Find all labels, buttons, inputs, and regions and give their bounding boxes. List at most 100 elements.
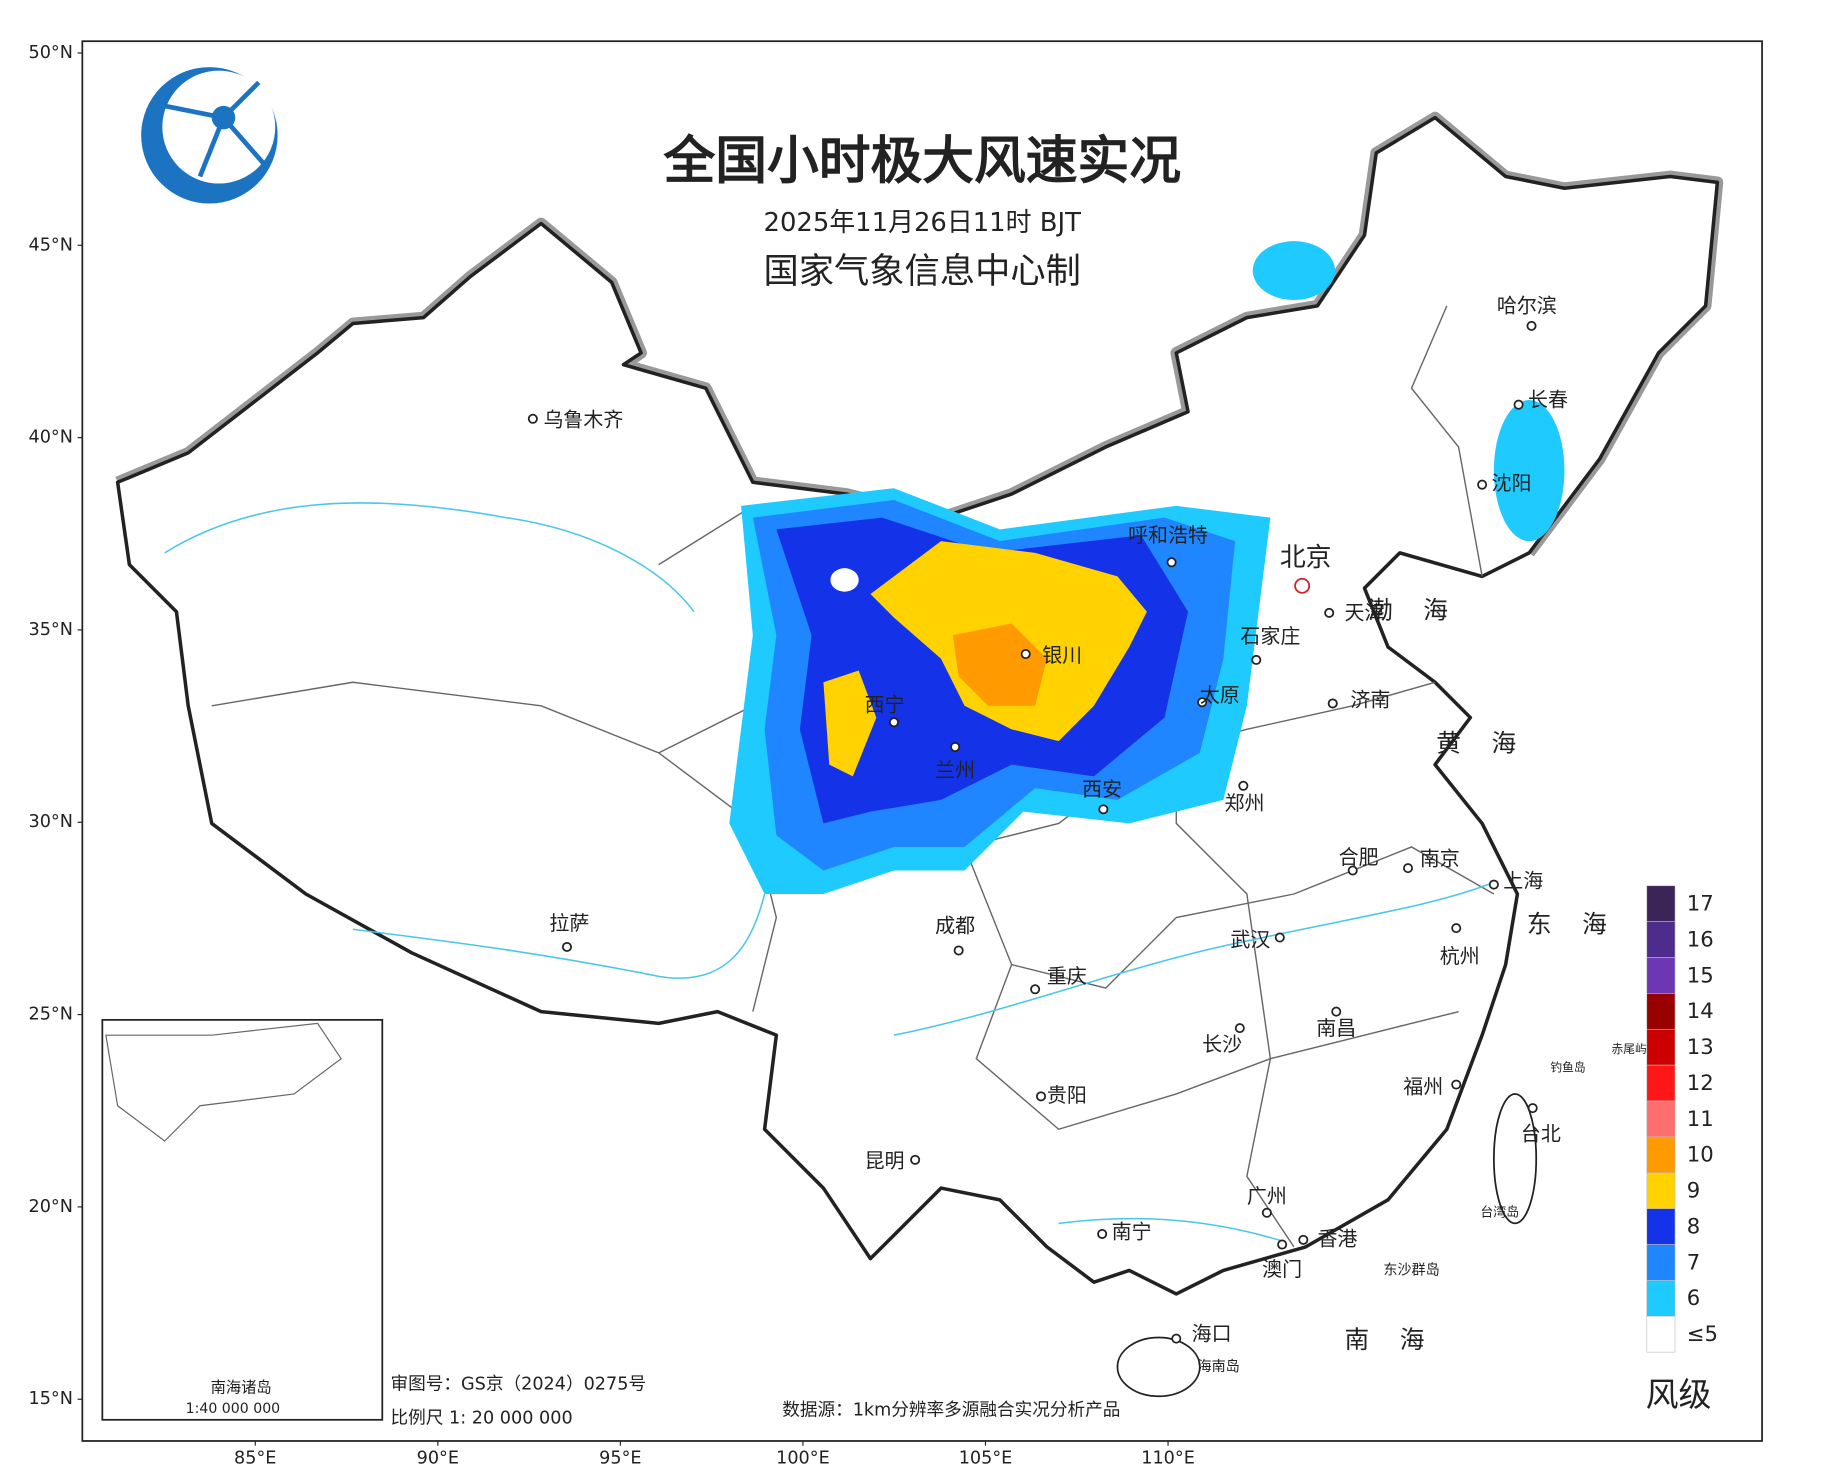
- city-dot: [1527, 1103, 1538, 1114]
- city-dot: [1477, 479, 1488, 490]
- title: 全国小时极大风速实况: [662, 132, 1181, 192]
- city-dot: [910, 1154, 921, 1165]
- city-dot: [1324, 607, 1335, 618]
- lat-label: 45°N: [28, 235, 72, 255]
- lon-label: 95°E: [599, 1449, 641, 1469]
- city-label: 武汉: [1230, 928, 1270, 952]
- city-dot: [1036, 1091, 1047, 1102]
- approval-note: 审图号：GS京（2024）0275号: [391, 1374, 647, 1395]
- source-note: 数据源：1km分辨率多源融合实况分析产品: [782, 1399, 1120, 1420]
- producer: 国家气象信息中心制: [764, 251, 1081, 292]
- city-dot: [1403, 863, 1414, 874]
- scale-note: 比例尺 1: 20 000 000: [391, 1408, 573, 1429]
- legend-swatch: [1646, 1208, 1676, 1245]
- legend-label: 16: [1687, 926, 1714, 951]
- city-label: 台北: [1521, 1122, 1561, 1146]
- legend-swatch: [1646, 1136, 1676, 1174]
- legend-swatch: [1646, 1280, 1676, 1317]
- city-label: 郑州: [1225, 791, 1265, 815]
- city-dot: [1451, 923, 1462, 934]
- legend-label: ≤5: [1687, 1321, 1718, 1346]
- island-label: 赤尾屿: [1612, 1042, 1648, 1056]
- city-label: 长沙: [1202, 1032, 1242, 1056]
- city-dot: [1020, 649, 1031, 660]
- city-label: 海口: [1192, 1322, 1232, 1346]
- lon-label: 100°E: [776, 1449, 830, 1469]
- city-label: 乌鲁木齐: [543, 408, 623, 432]
- city-label: 西宁: [865, 692, 905, 716]
- city-dot: [1347, 865, 1358, 876]
- city-dot: [1171, 1333, 1182, 1344]
- lon-label: 105°E: [959, 1449, 1013, 1469]
- capital-label: 北京: [1280, 543, 1332, 573]
- legend-label: 6: [1687, 1285, 1700, 1310]
- inset-scale: 1:40 000 000: [186, 1401, 281, 1417]
- city-label: 西安: [1082, 777, 1122, 801]
- city-dot: [1166, 557, 1177, 568]
- legend-swatch: [1646, 993, 1676, 1030]
- island-label: 台湾岛: [1480, 1204, 1519, 1220]
- city-dot: [1234, 1023, 1245, 1034]
- city-dot: [1331, 1006, 1342, 1017]
- city-dot: [1488, 879, 1499, 890]
- legend-label: 11: [1687, 1106, 1714, 1131]
- city-dot: [1098, 804, 1109, 815]
- legend-label: 8: [1687, 1213, 1700, 1238]
- legend-label: 15: [1687, 962, 1714, 987]
- city-dot: [1526, 320, 1537, 331]
- city-dot: [953, 945, 964, 956]
- city-label: 济南: [1350, 688, 1390, 712]
- sea-label: 黄海: [1436, 729, 1547, 758]
- sea-label: 东海: [1527, 910, 1638, 939]
- subtitle: 2025年11月26日11时 BJT: [764, 208, 1082, 238]
- legend-label: 17: [1687, 891, 1714, 916]
- city-dot: [1277, 1239, 1288, 1250]
- inset-coastline: [105, 1022, 342, 1142]
- lat-label: 50°N: [28, 43, 72, 63]
- legend-label: 12: [1687, 1070, 1714, 1095]
- wind-field: [729, 241, 1565, 895]
- city-label: 福州: [1403, 1075, 1443, 1099]
- city-label: 天津: [1344, 601, 1384, 625]
- capital-dot: [1294, 577, 1311, 594]
- city-dot: [1097, 1228, 1108, 1239]
- city-dot: [1251, 654, 1262, 665]
- lat-label: 30°N: [28, 812, 72, 832]
- city-dot: [1513, 399, 1524, 410]
- legend-title: 风级: [1646, 1375, 1712, 1414]
- city-label: 重庆: [1047, 964, 1087, 988]
- city-label: 合肥: [1339, 845, 1379, 869]
- lat-label: 25°N: [28, 1005, 72, 1025]
- hainan-island: [1116, 1336, 1201, 1398]
- lon-label: 110°E: [1141, 1449, 1195, 1469]
- city-label: 杭州: [1440, 944, 1480, 968]
- island-label: 钓鱼岛: [1550, 1061, 1585, 1075]
- lat-label: 35°N: [28, 620, 72, 640]
- city-dot: [1197, 697, 1208, 708]
- city-dot: [1238, 780, 1249, 791]
- city-dot: [561, 941, 572, 952]
- city-label: 呼和浩特: [1128, 523, 1208, 547]
- lat-label: 40°N: [28, 428, 72, 448]
- island-label: 海南岛: [1197, 1359, 1239, 1375]
- city-dot: [950, 741, 961, 752]
- legend-swatch: [1646, 1315, 1676, 1353]
- legend-swatch: [1646, 1028, 1676, 1066]
- city-label: 兰州: [935, 758, 975, 782]
- legend-swatch: [1646, 885, 1676, 922]
- inset-title: 南海诸岛: [211, 1379, 272, 1397]
- lat-label: 15°N: [28, 1389, 72, 1409]
- city-label: 昆明: [865, 1149, 905, 1173]
- inset-frame: [101, 1018, 384, 1421]
- legend-swatch: [1646, 1244, 1676, 1281]
- city-dot: [1030, 984, 1041, 995]
- sea-label: 南海: [1345, 1325, 1456, 1354]
- city-label: 上海: [1503, 869, 1543, 893]
- city-label: 南宁: [1112, 1219, 1152, 1243]
- sea-label: 渤海: [1368, 596, 1479, 625]
- city-dot: [888, 717, 899, 728]
- map-frame: [81, 40, 1763, 1442]
- city-dot: [1327, 698, 1338, 709]
- city-label: 长春: [1528, 388, 1568, 412]
